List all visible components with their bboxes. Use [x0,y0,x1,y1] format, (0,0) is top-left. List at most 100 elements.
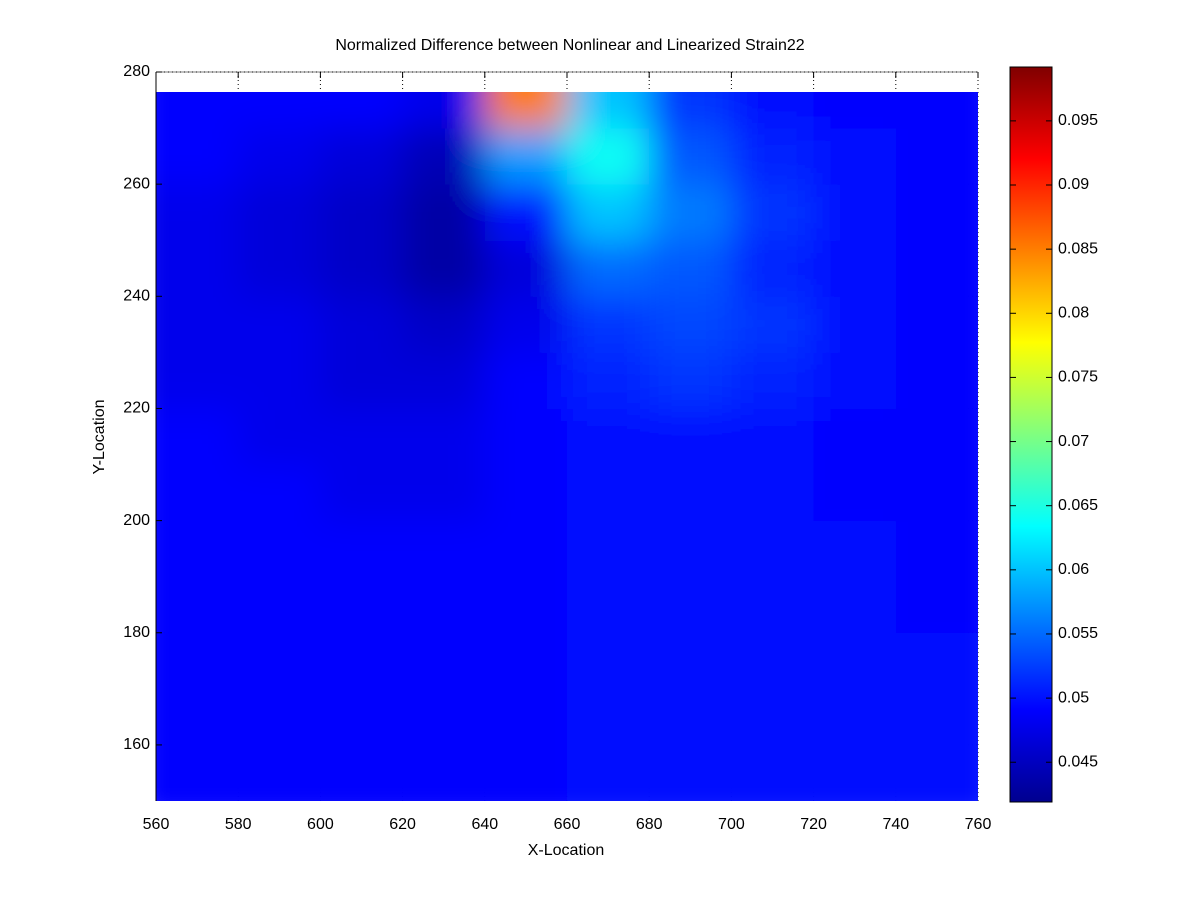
cell [895,632,978,690]
cell [320,408,404,466]
cell [567,352,650,409]
cell [649,520,732,578]
y-axis-label: Y-Location [91,399,108,474]
y-tick-label: 200 [123,512,150,529]
cell [484,464,568,522]
cell [731,744,815,801]
x-tick-label: 600 [307,816,334,833]
x-axis-label: X-Location [528,842,605,859]
cell [320,240,404,297]
cell [402,464,486,522]
cell [238,464,321,522]
cell [731,408,815,466]
cell [895,92,978,129]
x-tick-label: 720 [800,816,827,833]
cell [402,352,486,409]
cell [238,744,321,801]
cell [484,576,568,634]
cell [895,352,978,409]
cell [649,744,732,801]
cell [567,576,650,634]
cell [156,128,239,185]
cell [895,744,978,801]
cell [484,408,568,466]
cell [731,352,815,409]
y-tick-label: 160 [123,736,150,753]
x-tick-label: 660 [554,816,581,833]
cell [649,240,732,297]
cell [895,464,978,522]
cell [320,520,404,578]
field-clip [156,92,978,801]
cell [567,128,650,185]
cell [731,92,815,129]
cell [567,520,650,578]
x-tick-label: 760 [965,816,992,833]
cell [402,520,486,578]
cell [484,744,568,801]
x-tick-label: 700 [718,816,745,833]
cell [731,240,815,297]
cell [238,688,321,746]
cell [731,576,815,634]
cell [813,688,897,746]
cell [813,520,897,578]
cell [238,240,321,297]
x-tick-label: 740 [882,816,909,833]
cell [238,408,321,466]
colorbar-tick-label: 0.08 [1058,305,1089,322]
cell [320,744,404,801]
cell [238,184,321,241]
axes: 560 580 600 620 640 660 680 700 720 740 760 160 180 2… [123,63,991,833]
cell [484,240,568,297]
colorbar-tick-label: 0.075 [1058,369,1098,386]
colorbar-tick-label: 0.085 [1058,240,1098,257]
cell [813,92,897,129]
cell [156,408,239,466]
y-tick-label: 260 [123,175,150,192]
cell [402,296,486,353]
cell [402,408,486,466]
cell [238,632,321,690]
cell [567,632,650,690]
cell [895,296,978,353]
x-tick-label: 560 [143,816,170,833]
cell [320,128,404,185]
cell [156,688,239,746]
cell [402,744,486,801]
cell [484,352,568,409]
cell [895,240,978,297]
colorbar-tick-label: 0.055 [1058,625,1098,642]
cell [156,296,239,353]
cell [895,184,978,241]
cell [567,464,650,522]
cell [402,128,486,185]
x-tick-label: 620 [389,816,416,833]
cell [484,520,568,578]
colorbar [1009,66,1053,803]
cell [238,352,321,409]
x-tick-label: 580 [225,816,252,833]
cell [567,408,650,466]
cell [156,92,239,129]
colorbar-tick-label: 0.065 [1058,497,1098,514]
cell [567,688,650,746]
cell [731,296,815,353]
cell [649,296,732,353]
cell [731,632,815,690]
cell [813,408,897,466]
colorbar-tick-label: 0.045 [1058,753,1098,770]
cell [156,184,239,241]
cell [402,632,486,690]
cell [649,92,732,129]
colorbar-tick-label: 0.09 [1058,176,1089,193]
cell [731,464,815,522]
cell [649,128,732,185]
cell [731,184,815,241]
cell [813,240,897,297]
cell [484,632,568,690]
cell [895,576,978,634]
cell [156,240,239,297]
